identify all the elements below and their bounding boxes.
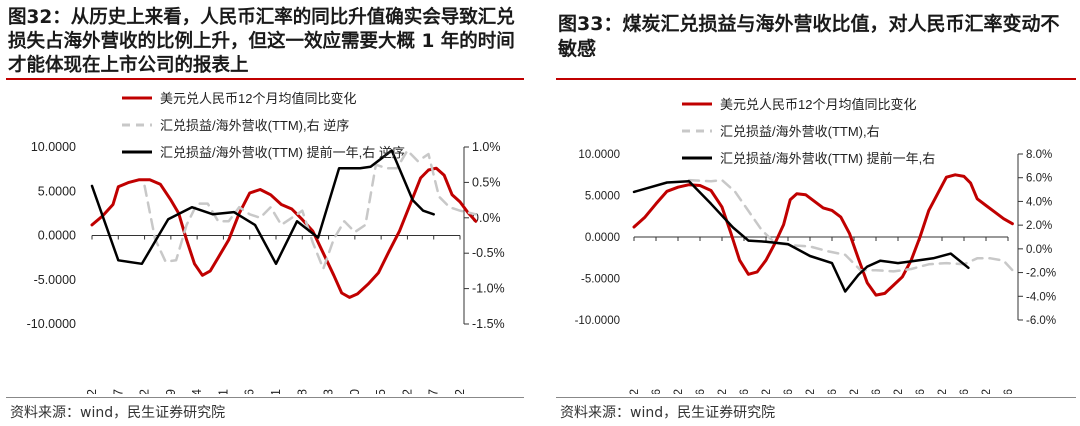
left-axis-tick-label: 10.0000 <box>578 149 620 161</box>
left-axis-tick-label: 0.0000 <box>585 232 620 244</box>
source-rule <box>6 397 524 398</box>
x-axis-tick-label: 2018-04 <box>190 389 204 394</box>
x-axis-tick-label: 2019-06 <box>783 389 795 394</box>
x-axis-tick-label: 2017-12 <box>717 389 729 394</box>
left-axis-tick-label: -5.0000 <box>34 273 76 287</box>
right-axis-tick-label: 4.0% <box>1026 196 1052 208</box>
figure-32-panel: 图32：从历史上来看，人民币汇率的同比升值确实会导致汇兑损失占海外营收的比例上升… <box>0 0 528 426</box>
left-axis-tick-label: 10.0000 <box>31 140 76 154</box>
left-axis-tick-label: -10.0000 <box>575 315 620 327</box>
x-axis-tick-label: 2018-11 <box>216 389 230 394</box>
x-axis-tick-label: 2018-12 <box>761 389 773 394</box>
right-axis-tick-label: -6.0% <box>1026 315 1056 327</box>
left-axis-tick-label: 5.0000 <box>585 191 620 203</box>
right-axis-tick-label: -2.0% <box>1026 268 1056 280</box>
right-axis-tick-label: 0.0% <box>1026 244 1052 256</box>
title-rule <box>556 78 1076 80</box>
source-rule <box>556 397 1076 398</box>
x-axis-tick-label: 2020-06 <box>827 389 839 394</box>
x-axis-tick-label: 2017-09 <box>164 389 178 394</box>
x-axis-tick-label: 2017-06 <box>695 389 707 394</box>
right-axis-tick-label: 2.0% <box>1026 220 1052 232</box>
x-axis-tick-label: 2020-01 <box>269 389 283 394</box>
left-axis-tick-label: 0.0000 <box>38 229 76 243</box>
figure-32-chart: 10.0000 5.0000 0.0000 -5.0000 -10.0000 1.0% 0.… <box>27 91 505 394</box>
left-axis-tick-label: -5.0000 <box>581 274 620 286</box>
figure-32-title: 图32：从历史上来看，人民币汇率的同比升值确实会导致汇兑损失占海外营收的比例上升… <box>8 7 515 76</box>
figure-33-panel: 图33：煤炭汇兑损益与海外营收比值，对人民币汇率变动不敏感 10.0000 5.0… <box>550 0 1080 426</box>
legend-label-3: 汇兑损益/海外营收(TTM) 提前一年,右 <box>720 151 935 166</box>
right-axis-tick-label: -1.0% <box>472 282 505 296</box>
x-axis-tick-label: 2015-12 <box>629 389 641 394</box>
series-line-3 <box>90 149 435 266</box>
right-axis-tick-label: 8.0% <box>1026 149 1052 161</box>
x-axis-tick-label: 2023-12 <box>981 389 993 394</box>
right-axis-tick-label: -1.5% <box>472 317 505 331</box>
x-axis-tick-label: 2019-06 <box>243 389 257 394</box>
legend-label-2: 汇兑损益/海外营收(TTM),右 <box>720 124 880 139</box>
series-line-1 <box>90 166 478 299</box>
x-axis-tick-label: 2021-10 <box>348 389 362 394</box>
x-axis-tick-label: 2015-12 <box>85 389 99 394</box>
x-axis-tick-label: 2021-06 <box>871 389 883 394</box>
source-note: 资料来源：wind，民生证券研究院 <box>10 405 226 421</box>
figure-33-title: 图33：煤炭汇兑损益与海外营收比值，对人民币汇率变动不敏感 <box>558 13 1060 60</box>
right-axis-tick-label: -0.5% <box>472 246 505 260</box>
title-rule <box>6 78 524 80</box>
legend-label-1: 美元兑人民币12个月均值同比变化 <box>160 91 356 106</box>
x-axis-tick-label: 2024-06 <box>1003 389 1015 394</box>
source-note: 资料来源：wind，民生证券研究院 <box>560 405 776 421</box>
right-axis-tick-label: 0.0% <box>472 211 501 225</box>
series-line-2 <box>143 149 478 271</box>
x-axis-tick-label: 2022-05 <box>374 389 388 394</box>
legend-label-2: 汇兑损益/海外营收(TTM),右 逆序 <box>160 118 349 133</box>
x-axis-tick-label: 2023-07 <box>427 389 441 394</box>
x-axis-tick-label: 2020-12 <box>849 389 861 394</box>
legend-label-1: 美元兑人民币12个月均值同比变化 <box>720 97 916 112</box>
left-axis-tick-label: -10.0000 <box>27 317 76 331</box>
x-axis-tick-label: 2016-07 <box>111 389 125 394</box>
right-axis-tick-label: 0.5% <box>472 175 501 189</box>
right-axis-tick-label: 6.0% <box>1026 173 1052 185</box>
x-axis-tick-label: 2016-06 <box>651 389 663 394</box>
x-axis-tick-label: 2022-12 <box>937 389 949 394</box>
series-line-2 <box>687 178 1014 273</box>
right-axis-tick-label: 1.0% <box>472 140 501 154</box>
x-axis-tick-label: 2021-12 <box>893 389 905 394</box>
right-axis-tick-label: -4.0% <box>1026 291 1056 303</box>
series-line-3 <box>632 180 970 293</box>
x-axis-tick-label: 2016-12 <box>673 389 685 394</box>
series-line-1 <box>632 173 1014 297</box>
figure-33-chart: 10.0000 5.0000 0.0000 -5.0000 -10.0000 8.0% 6.… <box>575 97 1056 394</box>
legend-label-3: 汇兑损益/海外营收(TTM) 提前一年,右 逆序 <box>160 145 405 160</box>
x-axis-tick-label: 2020-08 <box>295 389 309 394</box>
x-axis-tick-label: 2023-06 <box>959 389 971 394</box>
x-axis-tick-label: 2024-02 <box>453 389 467 394</box>
x-axis-tick-label: 2018-06 <box>739 389 751 394</box>
x-axis-tick-label: 2022-12 <box>400 389 414 394</box>
x-axis-tick-label: 2017-02 <box>138 389 152 394</box>
x-axis-tick-label: 2021-03 <box>322 389 336 394</box>
left-axis-tick-label: 5.0000 <box>38 184 76 198</box>
x-axis-tick-label: 2019-12 <box>805 389 817 394</box>
x-axis-tick-label: 2022-06 <box>915 389 927 394</box>
